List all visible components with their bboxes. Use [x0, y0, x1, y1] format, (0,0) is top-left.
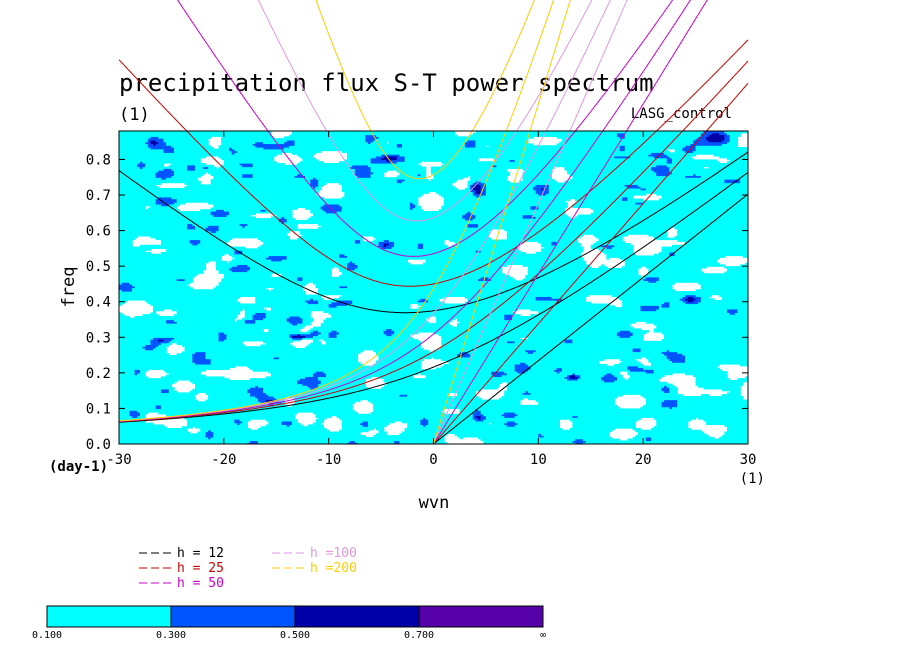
contour-cell	[198, 181, 201, 183]
chart-title: precipitation flux S-T power spectrum	[119, 69, 654, 97]
contour-cell	[171, 387, 174, 389]
units-label: (1)	[119, 105, 150, 125]
